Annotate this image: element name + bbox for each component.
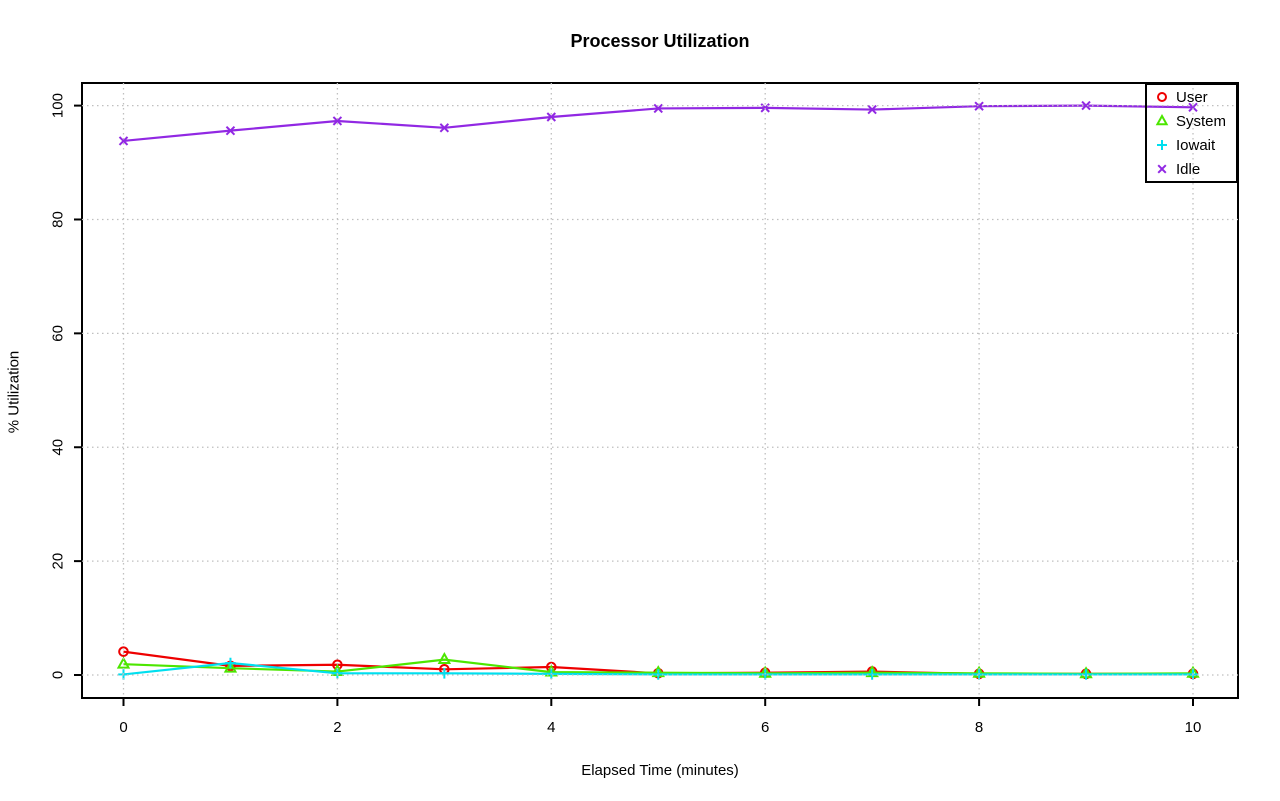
series-line (123, 104, 1194, 142)
x-marker (332, 116, 343, 126)
x-marker (974, 101, 984, 111)
legend-item-iowait: Iowait (1155, 133, 1236, 157)
y-tick-label: 20 (49, 553, 66, 570)
circle-marker (118, 646, 129, 657)
legend-label: System (1176, 112, 1227, 130)
x-tick-label: 0 (119, 719, 127, 736)
idle-marker-icon (1157, 164, 1167, 174)
y-tick-label: 80 (49, 211, 66, 228)
y-tick-label: 0 (49, 671, 66, 679)
x-marker (867, 104, 877, 115)
x-tick-label: 2 (333, 719, 341, 736)
x-tick-label: 8 (975, 719, 983, 736)
chart-title: Processor Utilization (570, 31, 750, 51)
x-axis-label: Elapsed Time (minutes) (581, 762, 739, 779)
plot-frame (81, 82, 1239, 699)
y-axis-label: % Utilization (5, 350, 23, 434)
legend-label: Iowait (1176, 136, 1216, 154)
x-tick-label: 6 (761, 719, 769, 736)
plus-marker (439, 667, 450, 679)
legend-item-idle: Idle (1155, 157, 1236, 181)
y-tick-label: 40 (49, 439, 66, 456)
x-tick-label: 10 (1185, 719, 1202, 736)
legend-label: Idle (1176, 160, 1201, 178)
user-marker-icon (1157, 92, 1167, 102)
x-marker (439, 123, 450, 133)
legend-label: User (1176, 88, 1208, 106)
x-marker (118, 136, 129, 146)
y-tick-label: 60 (49, 325, 66, 342)
triangle-marker (437, 651, 452, 665)
x-marker (653, 103, 663, 114)
legend-item-system: System (1155, 109, 1236, 133)
legend-item-user: User (1155, 85, 1236, 109)
legend: User System Iowait Idle (1145, 83, 1238, 183)
x-marker (1081, 100, 1091, 111)
system-marker-icon (1155, 114, 1169, 126)
x-marker (546, 112, 557, 122)
gridlines (82, 83, 1238, 698)
y-tick-label: 100 (49, 93, 66, 118)
triangle-marker (116, 656, 131, 669)
series-idle (118, 100, 1198, 146)
x-tick-label: 4 (547, 719, 555, 736)
plus-marker (225, 657, 236, 669)
x-marker (225, 125, 236, 136)
iowait-marker-icon (1157, 140, 1167, 150)
triangle-marker (223, 660, 238, 673)
x-marker (1188, 102, 1198, 113)
